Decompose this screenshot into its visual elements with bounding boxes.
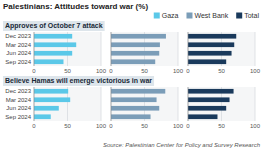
bar [34, 106, 59, 111]
axis-line [111, 32, 112, 66]
section-title: Approves of October 7 attack [5, 22, 103, 30]
bar [34, 97, 70, 102]
grid-line [178, 87, 179, 121]
x-tick-label: 100 [173, 68, 184, 74]
x-tick-label: 50 [64, 123, 71, 129]
x-tick-label: 100 [173, 123, 184, 129]
panel: 0 50 100 [109, 87, 183, 129]
y-tick-label: Mar 2024 [6, 97, 32, 103]
title: Palestinians: Attitudes toward war (%) [3, 2, 148, 11]
bars [188, 34, 236, 64]
legend: Gaza West Bank Total [154, 12, 260, 19]
x-tick-label: 0 [32, 68, 36, 74]
x-tick-label: 100 [96, 68, 107, 74]
plot-background [34, 32, 101, 66]
bars [34, 34, 76, 64]
bar [111, 106, 159, 111]
y-tick-label: Mar 2024 [6, 42, 32, 48]
y-tick-label: Jun 2024 [6, 105, 31, 111]
legend-swatch [186, 13, 192, 19]
plot-background [111, 32, 178, 66]
bar [188, 114, 217, 119]
panel: 0 50 100 Dec 2023 Mar 2024 Jun 2024 Sep 2024 [5, 32, 106, 74]
bars [111, 34, 166, 64]
legend-label: Total [244, 12, 259, 19]
y-tick-label: Jun 2024 [6, 50, 31, 56]
bars [188, 89, 234, 119]
bar [34, 42, 76, 47]
panel: 0 50 100 [186, 32, 260, 74]
legend-swatch [154, 13, 160, 19]
axis-line [34, 87, 35, 121]
grid-line [101, 32, 102, 66]
bar [34, 89, 68, 94]
plot-background [188, 87, 255, 121]
panel: 0 50 100 [186, 87, 260, 129]
bar [188, 106, 226, 111]
bar [111, 51, 159, 56]
section: Approves of October 7 attack 0 50 100 Dec 20… [3, 21, 261, 74]
y-tick-label: Sep 2024 [5, 59, 31, 65]
x-tick-label: 100 [250, 123, 261, 129]
bar [34, 114, 51, 119]
y-tick-label: Dec 2023 [5, 88, 31, 94]
grid-line [255, 32, 256, 66]
axis-line [34, 32, 35, 66]
grid-line [255, 87, 256, 121]
legend-label: West Bank [194, 12, 228, 19]
x-tick-label: 50 [218, 123, 225, 129]
bar [188, 51, 232, 56]
bars [34, 89, 70, 119]
section: Believe Hamas will emerge victorious in … [3, 76, 261, 129]
panel: 0 50 100 Dec 2023 Mar 2024 Jun 2024 Sep 2024 [5, 87, 106, 129]
x-tick-label: 0 [32, 123, 36, 129]
bar [188, 89, 234, 94]
section-title: Believe Hamas will emerge victorious in … [5, 77, 152, 85]
bar [188, 97, 230, 102]
y-tick-label: Dec 2023 [5, 33, 31, 39]
section-title-bg [3, 21, 105, 31]
bars [111, 89, 165, 119]
axis-line [188, 87, 189, 121]
x-tick-label: 0 [109, 123, 113, 129]
axis-line [111, 87, 112, 121]
bar [188, 42, 234, 47]
grid-line [178, 32, 179, 66]
bar [34, 51, 72, 56]
x-tick-label: 100 [96, 123, 107, 129]
bar [111, 89, 165, 94]
section-title-bg [3, 76, 154, 86]
bar [111, 114, 151, 119]
bar [34, 59, 63, 64]
x-tick-label: 50 [141, 123, 148, 129]
source-note: Source: Palestinian Center for Policy an… [103, 142, 261, 148]
bar [188, 34, 236, 39]
legend-label: Gaza [162, 12, 179, 19]
chart-container: Palestinians: Attitudes toward war (%) Ga… [0, 0, 263, 150]
x-tick-label: 0 [186, 68, 190, 74]
x-tick-label: 50 [141, 68, 148, 74]
chart: Palestinians: Attitudes toward war (%) Ga… [0, 0, 263, 150]
plot-background [111, 87, 178, 121]
x-tick-label: 0 [186, 123, 190, 129]
bar [188, 59, 226, 64]
x-tick-label: 50 [64, 68, 71, 74]
bar [111, 97, 157, 102]
bar [34, 34, 72, 39]
legend-swatch [236, 13, 242, 19]
axis-line [188, 32, 189, 66]
bar [111, 42, 160, 47]
y-tick-label: Sep 2024 [5, 114, 31, 120]
grid-line [101, 87, 102, 121]
x-tick-label: 100 [250, 68, 261, 74]
bar [111, 59, 155, 64]
x-tick-label: 50 [218, 68, 225, 74]
bar [111, 34, 166, 39]
plot-background [188, 32, 255, 66]
x-tick-label: 0 [109, 68, 113, 74]
plot-background [34, 87, 101, 121]
panel: 0 50 100 [109, 32, 183, 74]
